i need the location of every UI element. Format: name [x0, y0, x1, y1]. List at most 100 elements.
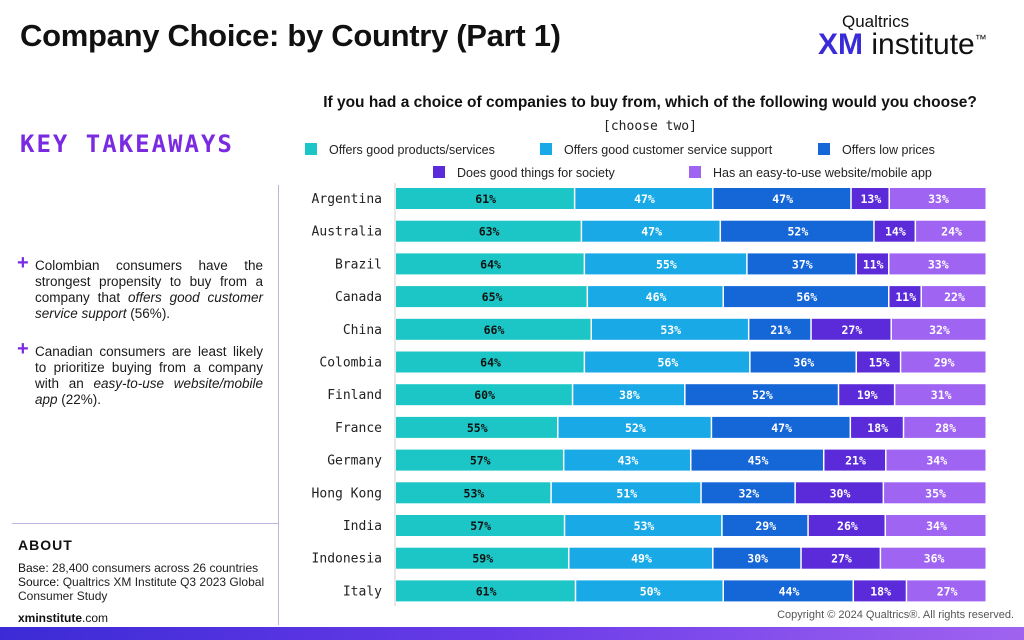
bar-segment [551, 482, 701, 504]
bar-segment [749, 318, 811, 340]
legend-item-easy-website: Has an easy-to-use website/mobile app [689, 166, 932, 180]
bar-segment [396, 318, 591, 340]
bar-segment [396, 449, 563, 471]
bar-data-label: 66% [484, 323, 505, 337]
bar-segment [856, 351, 900, 373]
bar-segment [886, 449, 986, 471]
bar-segment [592, 318, 748, 340]
bar-segment [839, 384, 894, 406]
bar-segment [712, 416, 850, 438]
bar-segment [396, 384, 572, 406]
bar-data-label: 11% [863, 257, 884, 271]
base-label: Base: [18, 561, 49, 575]
source-label: Source: [18, 575, 60, 589]
bar-data-label: 22% [944, 290, 965, 304]
bar-data-label: 33% [928, 192, 949, 206]
plus-icon: + [17, 252, 29, 274]
site-link[interactable]: xminstitute.com [18, 611, 108, 625]
source-text: Qualtrics XM Institute Q3 2023 Global Co… [18, 575, 265, 603]
brand-xm: XM [818, 28, 863, 61]
bar-data-label: 30% [830, 486, 851, 500]
bar-data-label: 64% [480, 257, 501, 271]
bar-data-label: 28% [935, 421, 956, 435]
page-title: Company Choice: by Country (Part 1) [20, 18, 561, 53]
bar-segment [921, 286, 986, 308]
about-base: Base: 28,400 consumers across 26 countri… [18, 561, 278, 575]
category-label: Hong Kong [312, 486, 382, 501]
takeaway-item-2: + Canadian consumers are least likely to… [17, 339, 263, 408]
bar-segment [569, 547, 713, 569]
chart-title: If you had a choice of companies to buy … [323, 94, 977, 111]
takeaway-item-1: + Colombian consumers have the strongest… [17, 252, 263, 322]
bar-segment [889, 253, 986, 275]
bar-data-label: 51% [616, 486, 637, 500]
bar-data-label: 27% [937, 584, 958, 598]
legend-item-customer-service: Offers good customer service support [540, 143, 772, 157]
bar-segment [582, 220, 720, 242]
about-source: Source: Qualtrics XM Institute Q3 2023 G… [18, 575, 278, 603]
bar-segment [576, 580, 723, 602]
bar-data-label: 27% [841, 323, 862, 337]
bar-data-label: 45% [748, 454, 769, 468]
bar-segment [884, 482, 986, 504]
bar-segment [685, 384, 838, 406]
bar-segment [874, 220, 915, 242]
bar-segment [585, 351, 750, 373]
category-label: France [335, 421, 382, 436]
bar-segment [747, 253, 856, 275]
bar-data-label: 19% [857, 388, 878, 402]
bar-segment [824, 449, 886, 471]
bar-data-label: 34% [926, 454, 947, 468]
bar-data-label: 47% [634, 192, 655, 206]
takeaway-text-2: Canadian consumers are least likely to p… [17, 344, 263, 408]
legend-label: Offers low prices [842, 143, 935, 157]
bar-segment [396, 580, 575, 602]
bar-data-label: 55% [656, 257, 677, 271]
bar-segment [721, 220, 874, 242]
legend-item-low-prices: Offers low prices [818, 143, 935, 157]
legend-swatch [433, 166, 445, 178]
bar-segment [701, 482, 795, 504]
bar-data-label: 21% [770, 323, 791, 337]
bar-data-label: 36% [793, 356, 814, 370]
bar-data-label: 14% [885, 225, 906, 239]
brand-xm-institute: XM institute™ [818, 28, 1008, 62]
base-text: 28,400 consumers across 26 countries [48, 561, 259, 575]
site-bold: xminstitute [18, 611, 83, 625]
takeaway-2-text: Canadian consumers are least likely to p… [35, 344, 263, 391]
bar-data-label: 26% [837, 519, 858, 533]
bar-segment [396, 188, 574, 209]
legend-item-good-products: Offers good products/services [305, 143, 495, 157]
bar-segment [396, 351, 584, 373]
about-title: ABOUT [18, 537, 73, 553]
takeaway-1-text: Colombian consumers have the strongest p… [35, 258, 263, 305]
bar-data-label: 57% [470, 519, 491, 533]
bar-data-label: 29% [934, 356, 955, 370]
takeaway-2-value: (22%). [57, 392, 102, 407]
bar-data-label: 52% [787, 225, 808, 239]
bar-data-label: 35% [925, 486, 946, 500]
bar-data-label: 47% [771, 421, 792, 435]
bar-data-label: 37% [792, 257, 813, 271]
category-label: China [343, 323, 382, 338]
bar-data-label: 15% [869, 356, 890, 370]
bar-data-label: 64% [480, 356, 501, 370]
bar-segment [904, 416, 986, 438]
copyright-text: Copyright © 2024 Qualtrics®. All rights … [777, 609, 1014, 621]
bar-data-label: 24% [941, 225, 962, 239]
bar-segment [396, 286, 587, 308]
bar-segment [881, 547, 986, 569]
bar-segment [722, 515, 808, 536]
legend-swatch [540, 143, 552, 155]
bar-data-label: 55% [467, 421, 488, 435]
bar-data-label: 18% [870, 584, 891, 598]
bar-data-label: 46% [646, 290, 667, 304]
bar-segment [564, 449, 690, 471]
category-label: Germany [327, 454, 382, 469]
bar-segment [724, 286, 888, 308]
bar-segment [396, 547, 568, 569]
bar-segment [808, 515, 885, 536]
legend-label: Does good things for society [457, 166, 615, 180]
bar-segment [565, 515, 722, 536]
